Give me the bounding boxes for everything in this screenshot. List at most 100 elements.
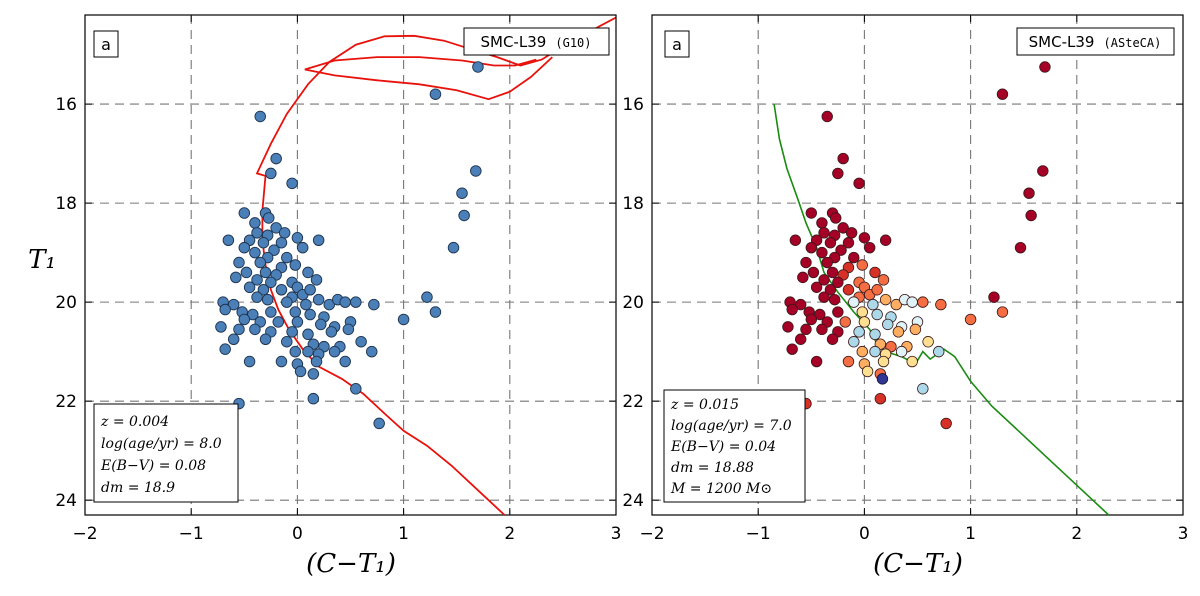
star-point — [816, 217, 828, 229]
star-point — [281, 296, 293, 308]
star-point — [238, 241, 251, 254]
star-point — [323, 298, 336, 311]
star-point — [233, 323, 245, 336]
star-point — [909, 323, 922, 336]
star-point — [826, 333, 839, 345]
star-point — [805, 313, 818, 326]
star-point — [470, 165, 482, 177]
param-reddening: E(B−V) = 0.08 — [100, 458, 206, 474]
cluster-title-box: SMC-L39 (ASteCA) — [1016, 27, 1175, 56]
star-point — [879, 234, 892, 246]
star-point — [275, 355, 288, 368]
right-panel-cmd: −2 −1 0 1 2 3 16 18 20 22 24 a SMC-L39 (ASteCA) z … — [622, 14, 1189, 579]
y-tick-label: 24 — [55, 491, 77, 511]
star-point — [906, 296, 918, 308]
x-tick-label: −2 — [72, 524, 97, 544]
star-point — [917, 296, 929, 308]
star-point — [906, 355, 918, 368]
isochrone-loop — [304, 56, 537, 71]
star-point — [821, 110, 833, 123]
star-point — [238, 313, 251, 326]
y-tick-label: 24 — [622, 491, 644, 511]
params-box: z = 0.015 log(age/yr) = 7.0 E(B−V) = 0.0… — [663, 389, 806, 503]
star-point — [869, 328, 881, 341]
cluster-source: (ASteCA) — [1104, 36, 1162, 50]
star-point — [294, 365, 307, 378]
star-point — [243, 281, 256, 294]
x-tick-label: −1 — [179, 524, 204, 544]
star-point — [251, 227, 263, 239]
star-point — [807, 266, 820, 279]
star-point — [339, 355, 351, 368]
star-point — [350, 296, 362, 308]
star-point — [1039, 61, 1051, 73]
star-point — [794, 298, 807, 311]
star-point — [895, 345, 908, 358]
star-point — [922, 336, 934, 348]
star-point — [828, 293, 841, 306]
star-point — [307, 392, 320, 405]
star-point — [312, 293, 325, 306]
star-point — [261, 293, 274, 306]
star-point — [1014, 241, 1027, 254]
star-point — [254, 110, 266, 123]
cluster-name: SMC-L39 — [480, 33, 546, 51]
star-point — [350, 383, 362, 395]
star-point — [890, 298, 902, 311]
star-point — [272, 316, 285, 328]
star-point — [877, 355, 890, 368]
star-point — [858, 232, 871, 244]
x-tick-label: 3 — [1178, 524, 1189, 544]
param-reddening: E(B−V) = 0.04 — [670, 439, 776, 455]
star-point — [832, 276, 844, 289]
star-point — [249, 217, 261, 229]
star-point — [856, 306, 868, 318]
star-point — [227, 298, 240, 311]
x-tick-label: 3 — [611, 524, 622, 544]
star-point — [832, 306, 844, 318]
panel-tag-box: a — [93, 30, 119, 58]
star-point — [310, 355, 323, 368]
param-mass: M = 1200 M⊙ — [670, 481, 772, 497]
star-point — [219, 343, 231, 355]
star-point — [281, 251, 293, 264]
star-point — [864, 241, 876, 254]
star-point — [839, 316, 851, 328]
star-point — [227, 333, 240, 346]
star-point — [853, 326, 865, 338]
grid-lines — [652, 15, 1183, 515]
param-metallicity: z = 0.015 — [670, 397, 739, 413]
star-point — [265, 167, 277, 180]
star-point — [304, 308, 316, 321]
star-point — [816, 246, 828, 259]
star-point — [964, 313, 977, 326]
star-point — [259, 333, 272, 346]
star-point — [291, 316, 304, 328]
star-point — [289, 306, 302, 318]
star-point — [472, 61, 484, 73]
star-point — [397, 313, 410, 326]
star-point — [856, 259, 868, 271]
star-point — [797, 271, 809, 284]
param-distance-modulus: dm = 18.88 — [671, 460, 754, 476]
cluster-title: SMC-L39 (ASteCA) — [1029, 32, 1162, 51]
star-point — [996, 88, 1009, 100]
star-point — [259, 266, 272, 279]
star-point — [238, 207, 251, 219]
star-point — [871, 284, 883, 296]
isochrone-loop — [304, 56, 553, 101]
star-point — [310, 274, 323, 286]
star-point — [275, 284, 288, 296]
x-tick-label: −1 — [746, 524, 771, 544]
star-point — [373, 417, 385, 430]
star-point — [824, 284, 837, 296]
param-age: log(age/yr) = 8.0 — [101, 436, 222, 452]
star-point — [368, 298, 380, 311]
star-point — [821, 256, 833, 269]
left-panel-cmd: −2 −1 0 1 2 3 16 18 20 22 24 a SMC-L39 (G10) z = 0… — [28, 14, 622, 579]
star-point — [882, 318, 894, 331]
star-point — [786, 303, 798, 316]
x-tick-label: 2 — [1071, 524, 1082, 544]
y-axis-title: T₁ — [28, 245, 56, 275]
star-point — [270, 152, 282, 165]
